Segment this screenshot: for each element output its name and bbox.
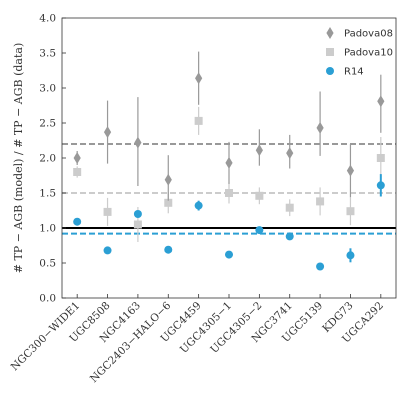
y-tick-label-3: 1.5 bbox=[39, 188, 56, 200]
series-padova10 bbox=[73, 106, 385, 242]
series-padova08 bbox=[73, 51, 385, 201]
point-padova08-3 bbox=[164, 173, 172, 186]
y-tick-label-0: 0.0 bbox=[39, 293, 56, 305]
point-r14-5 bbox=[225, 250, 233, 259]
y-tick-label-1: 0.5 bbox=[39, 258, 56, 270]
point-padova08-6 bbox=[255, 144, 263, 157]
point-r14-7 bbox=[285, 232, 294, 241]
point-r14-9 bbox=[346, 251, 355, 260]
series-r14 bbox=[73, 174, 385, 271]
point-r14-1 bbox=[103, 246, 112, 255]
point-padova10-1 bbox=[103, 207, 112, 216]
point-padova08-10 bbox=[377, 95, 385, 108]
point-padova08-1 bbox=[103, 126, 112, 139]
point-r14-3 bbox=[164, 245, 173, 254]
series-layer bbox=[73, 51, 385, 271]
point-padova10-7 bbox=[285, 203, 294, 212]
point-r14-8 bbox=[316, 262, 325, 271]
point-padova10-9 bbox=[346, 207, 355, 216]
y-tick-label-7: 3.5 bbox=[39, 48, 56, 60]
point-r14-10 bbox=[376, 181, 385, 190]
point-padova10-6 bbox=[255, 191, 264, 200]
y-tick-label-8: 4.0 bbox=[39, 13, 56, 25]
point-padova08-7 bbox=[286, 147, 294, 160]
point-padova08-2 bbox=[134, 136, 142, 149]
legend-label-padova10: Padova10 bbox=[344, 48, 393, 59]
point-r14-2 bbox=[133, 210, 142, 218]
legend-marker-padova10 bbox=[326, 48, 334, 56]
point-padova10-8 bbox=[316, 197, 325, 206]
legend-marker-r14 bbox=[326, 67, 334, 75]
point-padova08-4 bbox=[195, 72, 203, 85]
legend-label-padova08: Padova08 bbox=[344, 29, 393, 40]
point-padova10-0 bbox=[73, 168, 82, 176]
y-tick-label-2: 1.0 bbox=[39, 223, 56, 235]
point-padova10-2 bbox=[133, 220, 142, 229]
point-padova10-10 bbox=[376, 154, 385, 162]
y-axis-label: # TP − AGB (model) / # TP − AGB (data) bbox=[12, 43, 25, 274]
point-padova10-4 bbox=[194, 116, 203, 125]
legend: Padova08 Padova10 R14 bbox=[326, 27, 393, 78]
y-tick-label-6: 3.0 bbox=[39, 83, 56, 95]
point-r14-6 bbox=[255, 226, 264, 235]
y-tick-label-5: 2.5 bbox=[39, 118, 56, 130]
point-r14-4 bbox=[194, 201, 203, 210]
point-padova08-0 bbox=[73, 152, 81, 164]
y-tick-label-4: 2.0 bbox=[39, 153, 56, 165]
legend-marker-padova08 bbox=[326, 27, 334, 39]
legend-label-r14: R14 bbox=[344, 67, 364, 78]
point-padova10-5 bbox=[225, 189, 233, 197]
point-padova08-8 bbox=[316, 121, 324, 134]
point-r14-0 bbox=[73, 217, 82, 226]
point-padova08-5 bbox=[225, 156, 233, 169]
point-padova08-9 bbox=[346, 164, 355, 177]
point-padova10-3 bbox=[164, 198, 173, 207]
